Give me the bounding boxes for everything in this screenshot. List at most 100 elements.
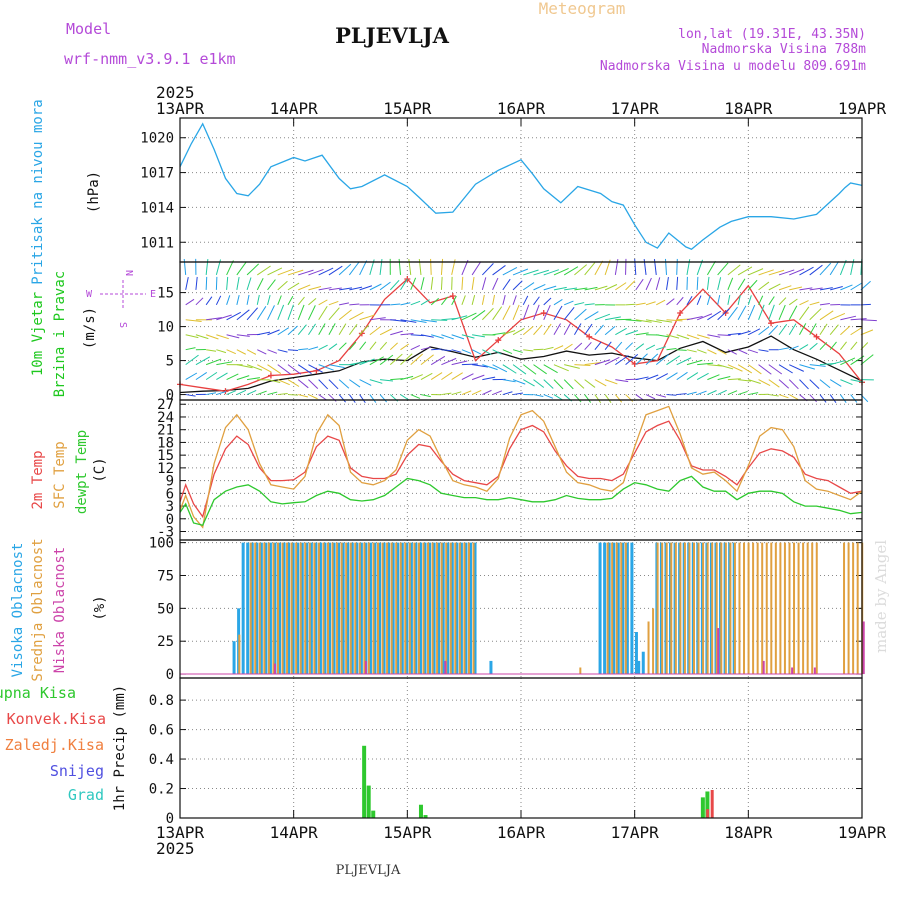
wind-arrow: [830, 286, 843, 291]
wind-arrow: [543, 364, 558, 374]
wind-arrow: [308, 297, 317, 306]
bar-srednja-oblacnost: [254, 542, 257, 675]
wind-arrow: [277, 364, 291, 375]
wind-arrow: [604, 379, 618, 385]
wind-arrow: [256, 294, 260, 305]
wind-arrow: [257, 390, 267, 396]
wind-arrow: [257, 331, 271, 336]
wind-arrow: [349, 286, 363, 291]
wind-arrow: [533, 364, 547, 375]
bar-visoka-oblacnost: [318, 542, 322, 675]
wind-arrow: [778, 364, 793, 374]
bar-visoka-oblacnost: [625, 542, 629, 675]
wind-arrow: [379, 281, 391, 291]
bar-srednja-oblacnost: [697, 542, 700, 675]
bar-srednja-oblacnost: [815, 542, 818, 675]
wind-arrow: [809, 394, 817, 403]
wind-arrow: [451, 334, 465, 340]
wind-arrow: [686, 334, 700, 340]
wind-arrow: [359, 358, 375, 366]
wind-arrow: [246, 294, 250, 305]
wind-arrow: [430, 276, 434, 290]
bar-visoka-oblacnost: [309, 542, 313, 675]
bar-niska-oblacnost: [444, 660, 447, 675]
bar-visoka-oblacnost: [278, 542, 282, 675]
wind-arrow: [850, 318, 867, 321]
ylabel-wind-sub: Brzina i Pravac: [52, 271, 68, 397]
bar-srednja-oblacnost: [367, 542, 370, 675]
bar-srednja-oblacnost: [249, 542, 252, 675]
bar-srednja-oblacnost: [267, 542, 270, 675]
wind-arrow: [277, 379, 290, 386]
wind-arrow: [379, 379, 394, 382]
y-tick-label: 100: [149, 536, 174, 552]
time-label-top: 17APR: [611, 99, 660, 118]
wind-arrow: [338, 323, 347, 335]
bar-visoka-oblacnost: [464, 542, 468, 675]
wind-arrow: [185, 372, 198, 381]
wind-arrow: [185, 298, 195, 306]
bar-visoka-oblacnost: [232, 641, 236, 675]
wind-arrow: [410, 319, 427, 324]
wind-arrow: [256, 306, 267, 321]
wind-arrow: [706, 295, 711, 305]
wind-arrow: [635, 302, 646, 306]
wind-arrow: [625, 342, 634, 351]
bar-srednja-oblacnost: [336, 542, 339, 675]
bar-ukupna-kisa: [700, 797, 705, 818]
bar-srednja-oblacnost: [238, 634, 241, 675]
bar-srednja-oblacnost: [349, 542, 352, 675]
bar-visoka-oblacnost: [250, 542, 254, 675]
wind-arrow: [359, 314, 375, 321]
wind-arrow: [492, 265, 506, 276]
bar-ukupna-kisa: [371, 810, 376, 818]
bar-srednja-oblacnost: [611, 542, 614, 675]
wind-arrow: [717, 277, 722, 290]
wind-arrow: [809, 264, 823, 276]
wind-arrow: [706, 260, 716, 276]
ylabel-cloud-mid: Srednja Oblacnost: [30, 538, 46, 681]
wind-arrow: [840, 284, 853, 291]
wind-arrow: [297, 324, 307, 336]
time-label-bottom: 14APR: [270, 823, 319, 842]
wind-arrow: [298, 284, 311, 291]
wind-arrow: [205, 276, 208, 290]
bar-niska-oblacnost: [813, 667, 816, 675]
wind-arrow: [430, 297, 440, 306]
time-label-bottom: 13APR: [156, 823, 205, 842]
bar-srednja-oblacnost: [472, 542, 475, 675]
wind-arrow: [318, 394, 328, 401]
bar-srednja-oblacnost: [340, 542, 343, 675]
wind-arrow: [512, 280, 523, 291]
wind-arrow: [348, 323, 358, 336]
bar-srednja-oblacnost: [738, 542, 741, 675]
wind-arrow: [277, 349, 288, 353]
bar-srednja-oblacnost: [856, 542, 859, 675]
wind-arrow: [328, 307, 340, 321]
bar-visoka-oblacnost: [450, 542, 454, 675]
wind-arrow: [778, 269, 795, 276]
wind-arrow: [615, 355, 629, 366]
bar-visoka-oblacnost: [346, 542, 350, 675]
series-line-udari: [179, 278, 863, 392]
wind-arrow: [400, 302, 411, 306]
bar-konvek-kisa: [706, 809, 710, 818]
wind-arrow: [697, 334, 710, 339]
wind-arrow: [410, 374, 423, 381]
wind-arrow: [246, 263, 260, 276]
bar-visoka-oblacnost: [387, 542, 391, 675]
wind-arrow: [686, 391, 697, 396]
wind-arrow: [338, 263, 352, 276]
time-label-top: 16APR: [497, 99, 546, 118]
wind-arrow: [277, 304, 285, 320]
chart-pressure: 1011 1014 1017 1020: [140, 122, 863, 251]
wind-arrow: [676, 393, 687, 396]
wind-arrow: [645, 394, 656, 400]
wind-arrow: [696, 276, 699, 290]
wind-arrow: [267, 349, 278, 354]
wind-arrow: [604, 356, 620, 366]
wind-arrow: [502, 379, 516, 383]
wind-arrow: [594, 394, 602, 404]
wind-arrow: [635, 343, 645, 351]
